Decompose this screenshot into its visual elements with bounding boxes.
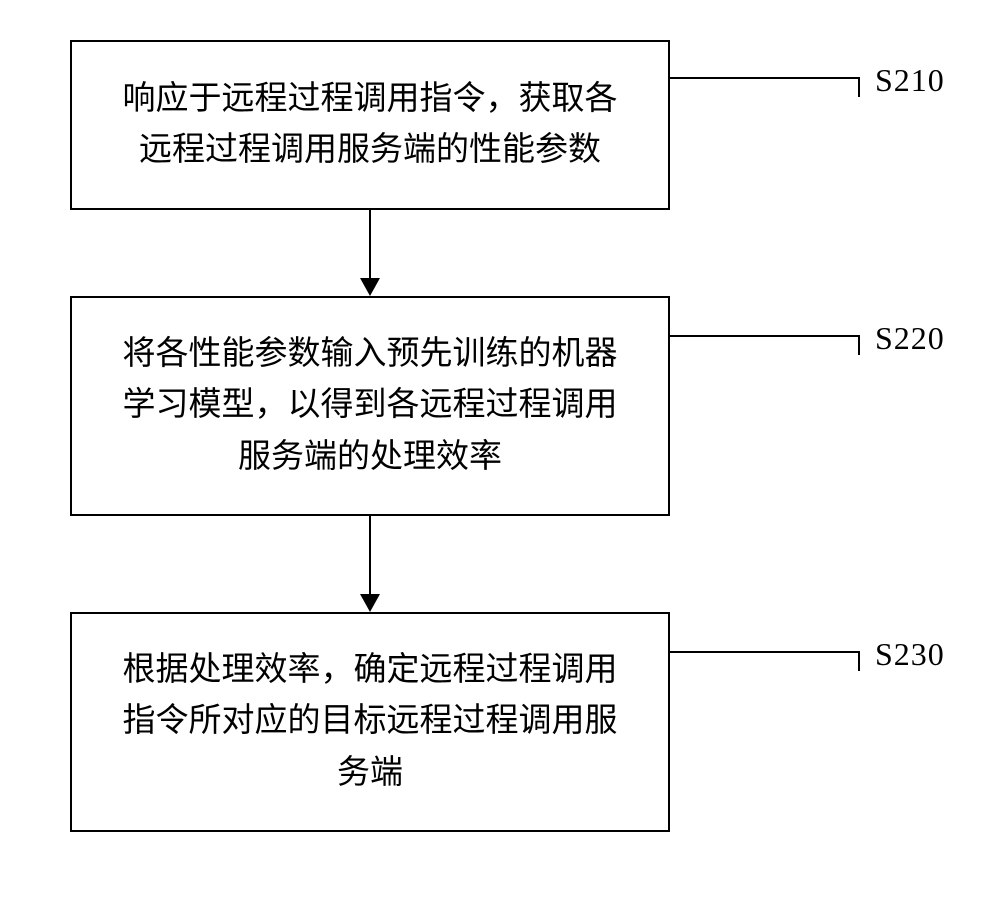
step-text-1: 响应于远程过程调用指令，获取各远程过程调用服务端的性能参数 <box>112 74 628 176</box>
step-text-3: 根据处理效率，确定远程过程调用指令所对应的目标远程过程调用服务端 <box>112 645 628 798</box>
step-label-3: S230 <box>875 636 945 673</box>
arrowhead-2-3 <box>360 594 380 612</box>
step-box-1: 响应于远程过程调用指令，获取各远程过程调用服务端的性能参数 <box>70 40 670 210</box>
step-box-3: 根据处理效率，确定远程过程调用指令所对应的目标远程过程调用服务端 <box>70 612 670 832</box>
leader-line-1 <box>670 77 860 79</box>
step-label-1: S210 <box>875 62 945 99</box>
step-label-2: S220 <box>875 320 945 357</box>
leader-vline-2 <box>858 335 860 355</box>
leader-line-3 <box>670 651 860 653</box>
arrowhead-1-2 <box>360 278 380 296</box>
connector-1-2 <box>369 210 371 280</box>
leader-vline-1 <box>858 77 860 97</box>
step-text-2: 将各性能参数输入预先训练的机器学习模型，以得到各远程过程调用服务端的处理效率 <box>112 329 628 482</box>
leader-vline-3 <box>858 651 860 671</box>
leader-line-2 <box>670 335 860 337</box>
step-box-2: 将各性能参数输入预先训练的机器学习模型，以得到各远程过程调用服务端的处理效率 <box>70 296 670 516</box>
flowchart-canvas: 响应于远程过程调用指令，获取各远程过程调用服务端的性能参数 S210 将各性能参… <box>0 0 1000 897</box>
connector-2-3 <box>369 516 371 596</box>
